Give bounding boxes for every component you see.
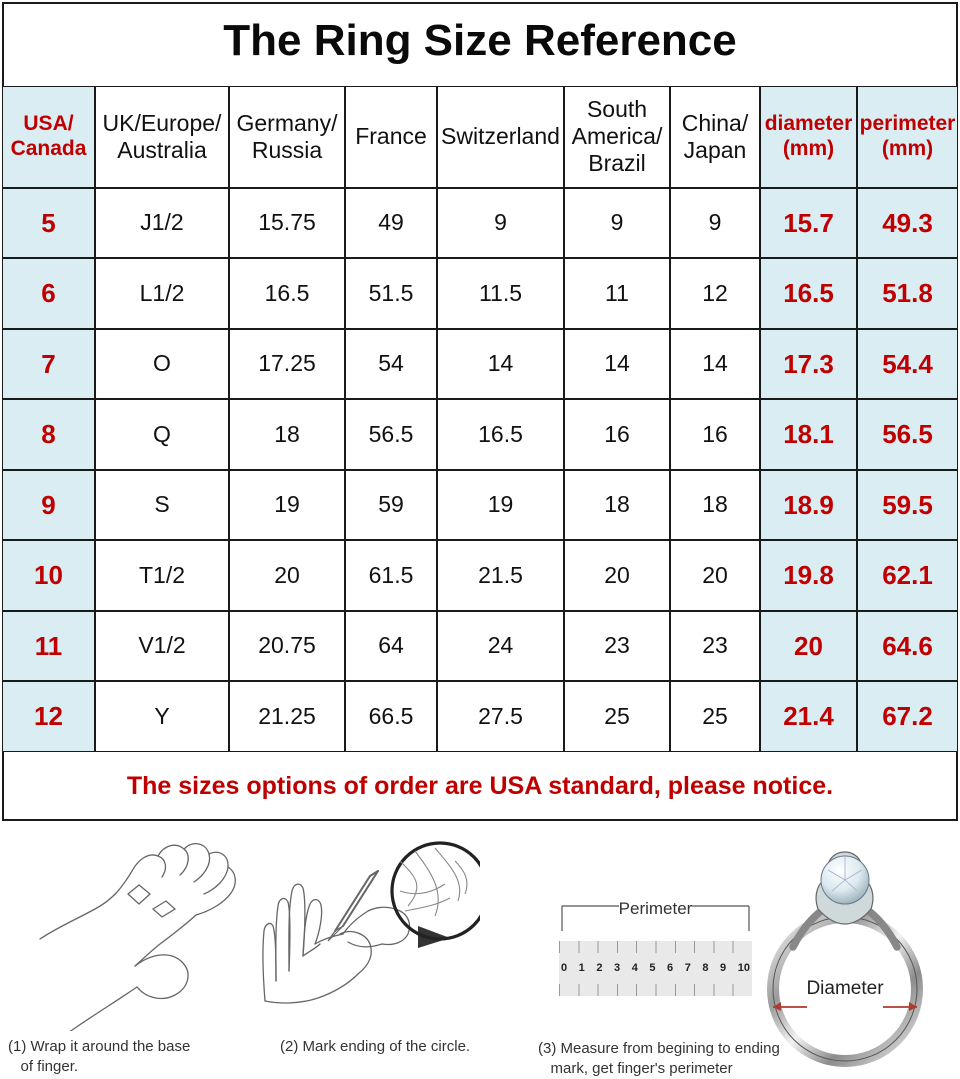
svg-text:Diameter: Diameter [806,978,884,999]
